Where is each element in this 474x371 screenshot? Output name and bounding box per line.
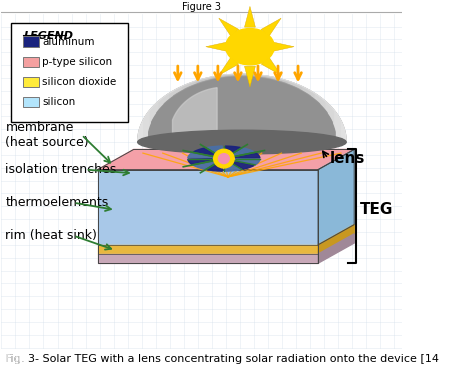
Text: rim (heat sink): rim (heat sink) xyxy=(5,229,97,242)
Polygon shape xyxy=(193,148,218,156)
Polygon shape xyxy=(182,75,301,142)
Polygon shape xyxy=(227,76,257,142)
Polygon shape xyxy=(245,66,255,87)
Polygon shape xyxy=(227,76,257,142)
Polygon shape xyxy=(235,153,260,158)
Polygon shape xyxy=(198,76,286,142)
Polygon shape xyxy=(98,254,318,263)
Polygon shape xyxy=(159,75,325,142)
Polygon shape xyxy=(318,234,354,263)
Polygon shape xyxy=(157,77,327,142)
Bar xyxy=(23,77,39,87)
Bar xyxy=(23,57,39,67)
Polygon shape xyxy=(137,74,346,142)
Ellipse shape xyxy=(137,130,346,154)
Polygon shape xyxy=(212,76,272,142)
Polygon shape xyxy=(173,88,217,142)
Polygon shape xyxy=(261,57,281,75)
Polygon shape xyxy=(206,42,228,52)
Polygon shape xyxy=(235,159,260,164)
Polygon shape xyxy=(225,146,240,155)
Circle shape xyxy=(214,149,234,168)
Polygon shape xyxy=(245,6,255,27)
Polygon shape xyxy=(208,162,223,171)
Polygon shape xyxy=(261,18,281,36)
Text: aluminum: aluminum xyxy=(42,37,95,47)
Polygon shape xyxy=(137,74,346,142)
Text: Figure 3: Figure 3 xyxy=(182,3,221,13)
Polygon shape xyxy=(219,57,239,75)
FancyBboxPatch shape xyxy=(11,23,128,122)
Text: thermoelements: thermoelements xyxy=(5,196,109,209)
Polygon shape xyxy=(98,150,354,170)
Text: TEG: TEG xyxy=(360,203,393,217)
Polygon shape xyxy=(230,161,254,169)
Polygon shape xyxy=(193,161,218,169)
Polygon shape xyxy=(152,77,332,142)
Text: lens: lens xyxy=(330,151,365,166)
Polygon shape xyxy=(98,170,318,245)
Text: p-type silicon: p-type silicon xyxy=(42,57,112,67)
Polygon shape xyxy=(170,75,314,142)
Polygon shape xyxy=(208,146,223,155)
Circle shape xyxy=(219,154,229,164)
Polygon shape xyxy=(164,77,319,142)
Text: LEGEND: LEGEND xyxy=(23,31,73,41)
Text: Fig. 3- Solar TEG with a lens concentrating solar radiation onto the device [14: Fig. 3- Solar TEG with a lens concentrat… xyxy=(5,354,439,364)
Text: Fig.: Fig. xyxy=(5,354,28,364)
Polygon shape xyxy=(149,78,335,142)
Text: membrane
(heat source): membrane (heat source) xyxy=(5,121,89,149)
Bar xyxy=(23,36,39,47)
Ellipse shape xyxy=(226,29,274,65)
Polygon shape xyxy=(271,42,294,52)
Polygon shape xyxy=(230,148,254,156)
Polygon shape xyxy=(225,162,240,171)
Polygon shape xyxy=(219,18,239,36)
Polygon shape xyxy=(150,75,333,142)
Polygon shape xyxy=(318,150,354,245)
Polygon shape xyxy=(188,159,213,164)
Polygon shape xyxy=(196,75,288,142)
Polygon shape xyxy=(144,75,340,142)
Polygon shape xyxy=(185,76,299,142)
Text: isolation trenches: isolation trenches xyxy=(5,163,117,176)
Bar xyxy=(23,97,39,107)
Polygon shape xyxy=(139,75,345,142)
Text: silicon dioxide: silicon dioxide xyxy=(42,77,117,87)
Polygon shape xyxy=(188,153,213,158)
Polygon shape xyxy=(98,245,318,254)
Polygon shape xyxy=(211,76,273,142)
Polygon shape xyxy=(318,225,354,254)
Polygon shape xyxy=(174,77,310,142)
Text: silicon: silicon xyxy=(42,97,75,107)
